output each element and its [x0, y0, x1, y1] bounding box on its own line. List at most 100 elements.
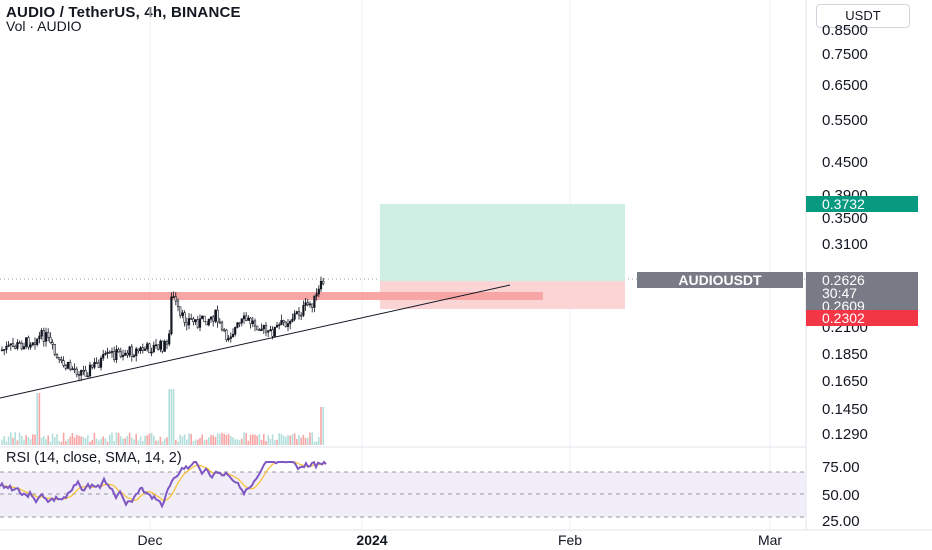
volume-bar — [76, 434, 78, 445]
volume-bar — [274, 440, 276, 445]
candle-body — [319, 280, 323, 290]
volume-bar — [223, 433, 225, 445]
candle-body — [300, 314, 303, 317]
volume-bar — [227, 433, 230, 445]
volume-bar — [293, 433, 296, 445]
candle-body — [227, 338, 230, 341]
rsi-indicator-label[interactable]: RSI (14, close, SMA, 14, 2) — [6, 450, 182, 466]
candle-body — [62, 360, 65, 366]
candle-body — [245, 315, 248, 321]
candle-body — [258, 329, 261, 332]
volume-bar — [120, 436, 122, 445]
volume-bar — [142, 441, 144, 445]
volume-bar — [69, 436, 71, 445]
candle-body — [216, 309, 219, 323]
candle-body — [170, 296, 173, 335]
candle-body — [40, 330, 43, 337]
volume-bar — [131, 437, 133, 445]
volume-bar — [45, 439, 47, 445]
candle-body — [27, 337, 30, 348]
candle-body — [86, 375, 89, 378]
candle-body — [187, 318, 191, 326]
candle-body — [29, 344, 32, 348]
candle-body — [234, 327, 237, 335]
candle-body — [161, 340, 164, 352]
volume-bar — [186, 439, 188, 445]
candle-body — [269, 329, 272, 332]
candle-body — [49, 336, 52, 343]
volume-bar — [278, 433, 280, 445]
volume-bar — [291, 434, 294, 445]
volume-bar — [258, 434, 261, 445]
volume-bar — [161, 441, 164, 445]
price-label: 0.8500 — [822, 22, 868, 39]
candle-body — [22, 346, 26, 350]
volume-bar — [106, 441, 109, 445]
volume-bar — [133, 439, 135, 445]
price-label: 0.1650 — [822, 373, 868, 390]
volume-indicator-label[interactable]: Vol · AUDIO — [6, 18, 82, 34]
volume-bar — [164, 438, 166, 445]
candle-body — [137, 348, 140, 352]
volume-bar — [135, 433, 137, 445]
candle-body — [0, 349, 4, 352]
target-price-tag — [806, 196, 918, 212]
candle-body — [93, 362, 96, 368]
volume-bar — [128, 432, 131, 445]
volume-bar — [14, 432, 16, 445]
candle-body — [135, 348, 138, 356]
currency-button[interactable]: USDT — [816, 4, 910, 28]
volume-bar — [7, 436, 10, 445]
candle-body — [51, 342, 54, 345]
candle-body — [31, 342, 34, 346]
candle-body — [58, 356, 61, 360]
volume-bar — [109, 434, 111, 445]
volume-bar — [241, 438, 243, 445]
volume-bar — [43, 436, 45, 445]
volume-bar — [5, 441, 8, 445]
volume-bar — [87, 435, 89, 445]
volume-bar — [23, 439, 25, 445]
volume-bar — [25, 435, 27, 445]
candle-body — [75, 368, 78, 375]
candle-body — [322, 280, 325, 285]
volume-bar — [122, 438, 124, 445]
candle-body — [99, 357, 103, 368]
volume-bar — [89, 441, 91, 445]
candle-body — [284, 321, 287, 327]
candle-body — [64, 365, 67, 369]
volume-bar — [234, 439, 236, 445]
candle-body — [91, 364, 94, 368]
candle-body — [20, 343, 23, 350]
volume-bar — [208, 437, 210, 445]
candle-body — [44, 332, 48, 342]
time-label: Mar — [758, 532, 782, 548]
candle-body — [174, 296, 177, 302]
volume-series — [1, 389, 324, 445]
volume-bar — [98, 440, 100, 445]
volume-bar — [280, 433, 283, 445]
volume-bar — [51, 433, 54, 445]
candle-body — [130, 346, 133, 357]
candle-body — [190, 318, 193, 320]
support-trendline[interactable] — [0, 284, 511, 399]
candle-body — [106, 351, 109, 354]
candle-body — [7, 344, 10, 347]
volume-bar — [249, 434, 252, 445]
volume-bar — [219, 434, 221, 445]
volume-bar — [104, 438, 107, 445]
candle-body — [223, 329, 226, 332]
symbol-tag — [637, 272, 803, 288]
candle-body — [119, 351, 122, 357]
volume-bar — [269, 438, 272, 445]
candle-body — [295, 311, 298, 315]
symbol-label: AUDIOUSDT — [678, 272, 762, 288]
volume-bar — [153, 435, 155, 445]
volume-bar — [38, 393, 41, 445]
price-label: 0.1290 — [822, 426, 868, 443]
volume-bar — [221, 432, 223, 445]
profit-zone[interactable] — [380, 204, 625, 281]
candle-body — [84, 369, 87, 377]
resistance-zone[interactable] — [0, 292, 543, 300]
